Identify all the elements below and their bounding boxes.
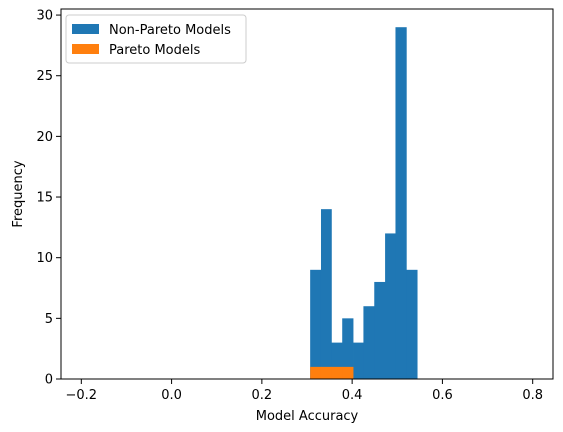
non-pareto-bar — [353, 342, 364, 379]
pareto-bar — [320, 366, 332, 379]
non-pareto-bar — [320, 209, 332, 379]
non-pareto-bar — [342, 318, 354, 379]
legend-swatch — [72, 24, 99, 34]
x-axis-label: Model Accuracy — [256, 409, 359, 424]
x-tick-label: 0.0 — [161, 388, 182, 403]
legend-box — [65, 14, 247, 64]
x-tick-label: 0.4 — [342, 388, 363, 403]
legend: Non-Pareto Models Pareto Models — [65, 14, 247, 64]
y-tick-label: 15 — [36, 191, 53, 206]
y-tick-label: 25 — [36, 69, 53, 84]
axes-frame — [60, 8, 554, 380]
y-tick-label: 10 — [36, 251, 53, 266]
non-pareto-bar — [385, 233, 396, 379]
series-non-pareto — [310, 27, 418, 379]
non-pareto-bar — [406, 269, 418, 379]
non-pareto-bar — [395, 27, 407, 379]
bars-group — [310, 27, 418, 379]
pareto-bar — [310, 366, 322, 379]
pareto-bar — [331, 366, 343, 379]
x-tick-label: 0.8 — [522, 388, 543, 403]
y-ticks-group: 0 5 10 15 20 25 30 — [36, 9, 61, 388]
legend-label: Non-Pareto Models — [109, 23, 231, 38]
legend-swatch — [72, 44, 99, 54]
x-ticks-group: −0.2 0.0 0.2 0.4 0.6 0.8 — [66, 379, 543, 403]
non-pareto-bar — [363, 306, 375, 379]
x-tick-label: −0.2 — [66, 388, 98, 403]
axes-group — [60, 8, 554, 380]
y-tick-label: 5 — [45, 312, 53, 327]
x-tick-label: 0.6 — [432, 388, 453, 403]
non-pareto-bar — [310, 269, 322, 379]
y-tick-label: 20 — [36, 130, 53, 145]
series-pareto — [310, 366, 354, 379]
pareto-bar — [342, 366, 354, 379]
y-tick-label: 30 — [36, 9, 53, 24]
plot-area — [61, 9, 553, 379]
x-tick-label: 0.2 — [252, 388, 273, 403]
y-tick-label: 0 — [45, 373, 53, 388]
non-pareto-bar — [331, 342, 343, 379]
non-pareto-bar — [374, 281, 386, 379]
y-axis-label: Frequency — [11, 160, 26, 227]
legend-label: Pareto Models — [109, 43, 200, 58]
